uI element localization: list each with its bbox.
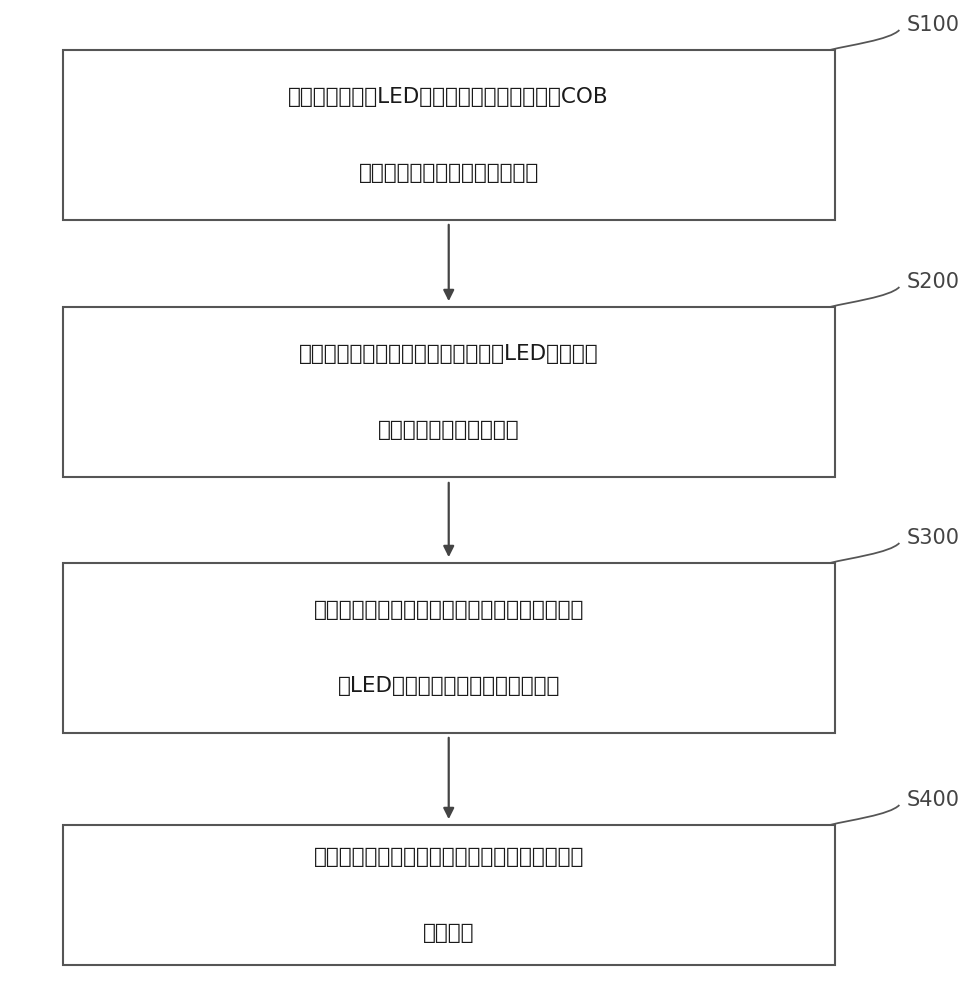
Text: 基板的发光面中电路的焊盘上；: 基板的发光面中电路的焊盘上； — [359, 163, 538, 183]
FancyBboxPatch shape — [63, 825, 835, 965]
FancyBboxPatch shape — [63, 307, 835, 477]
Text: S200: S200 — [907, 272, 960, 292]
Text: S300: S300 — [907, 528, 960, 548]
Text: 荧光胶。: 荧光胶。 — [423, 923, 475, 943]
Text: S100: S100 — [907, 15, 960, 35]
FancyBboxPatch shape — [63, 563, 835, 733]
Text: 采用丝网印刷技术对若干个倒装蓝光LED芯片进行: 采用丝网印刷技术对若干个倒装蓝光LED芯片进行 — [299, 344, 598, 364]
Text: 定域涂覆防垂流荧光胶；: 定域涂覆防垂流荧光胶； — [378, 420, 519, 440]
Text: 采用点胶涂覆技术对发光面进行定域涂覆封装类: 采用点胶涂覆技术对发光面进行定域涂覆封装类 — [314, 847, 584, 867]
Text: 在防垂流荧光胶的胶面朝下的情况下，将倒装蓝: 在防垂流荧光胶的胶面朝下的情况下，将倒装蓝 — [314, 600, 584, 620]
FancyBboxPatch shape — [63, 50, 835, 220]
Text: S400: S400 — [907, 790, 960, 810]
Text: 光LED芯片放置于烘箱中进行固化；: 光LED芯片放置于烘箱中进行固化； — [338, 676, 560, 696]
Text: 将多个倒装蓝光LED芯片通过固晶锡膏固定于COB: 将多个倒装蓝光LED芯片通过固晶锡膏固定于COB — [289, 87, 609, 107]
